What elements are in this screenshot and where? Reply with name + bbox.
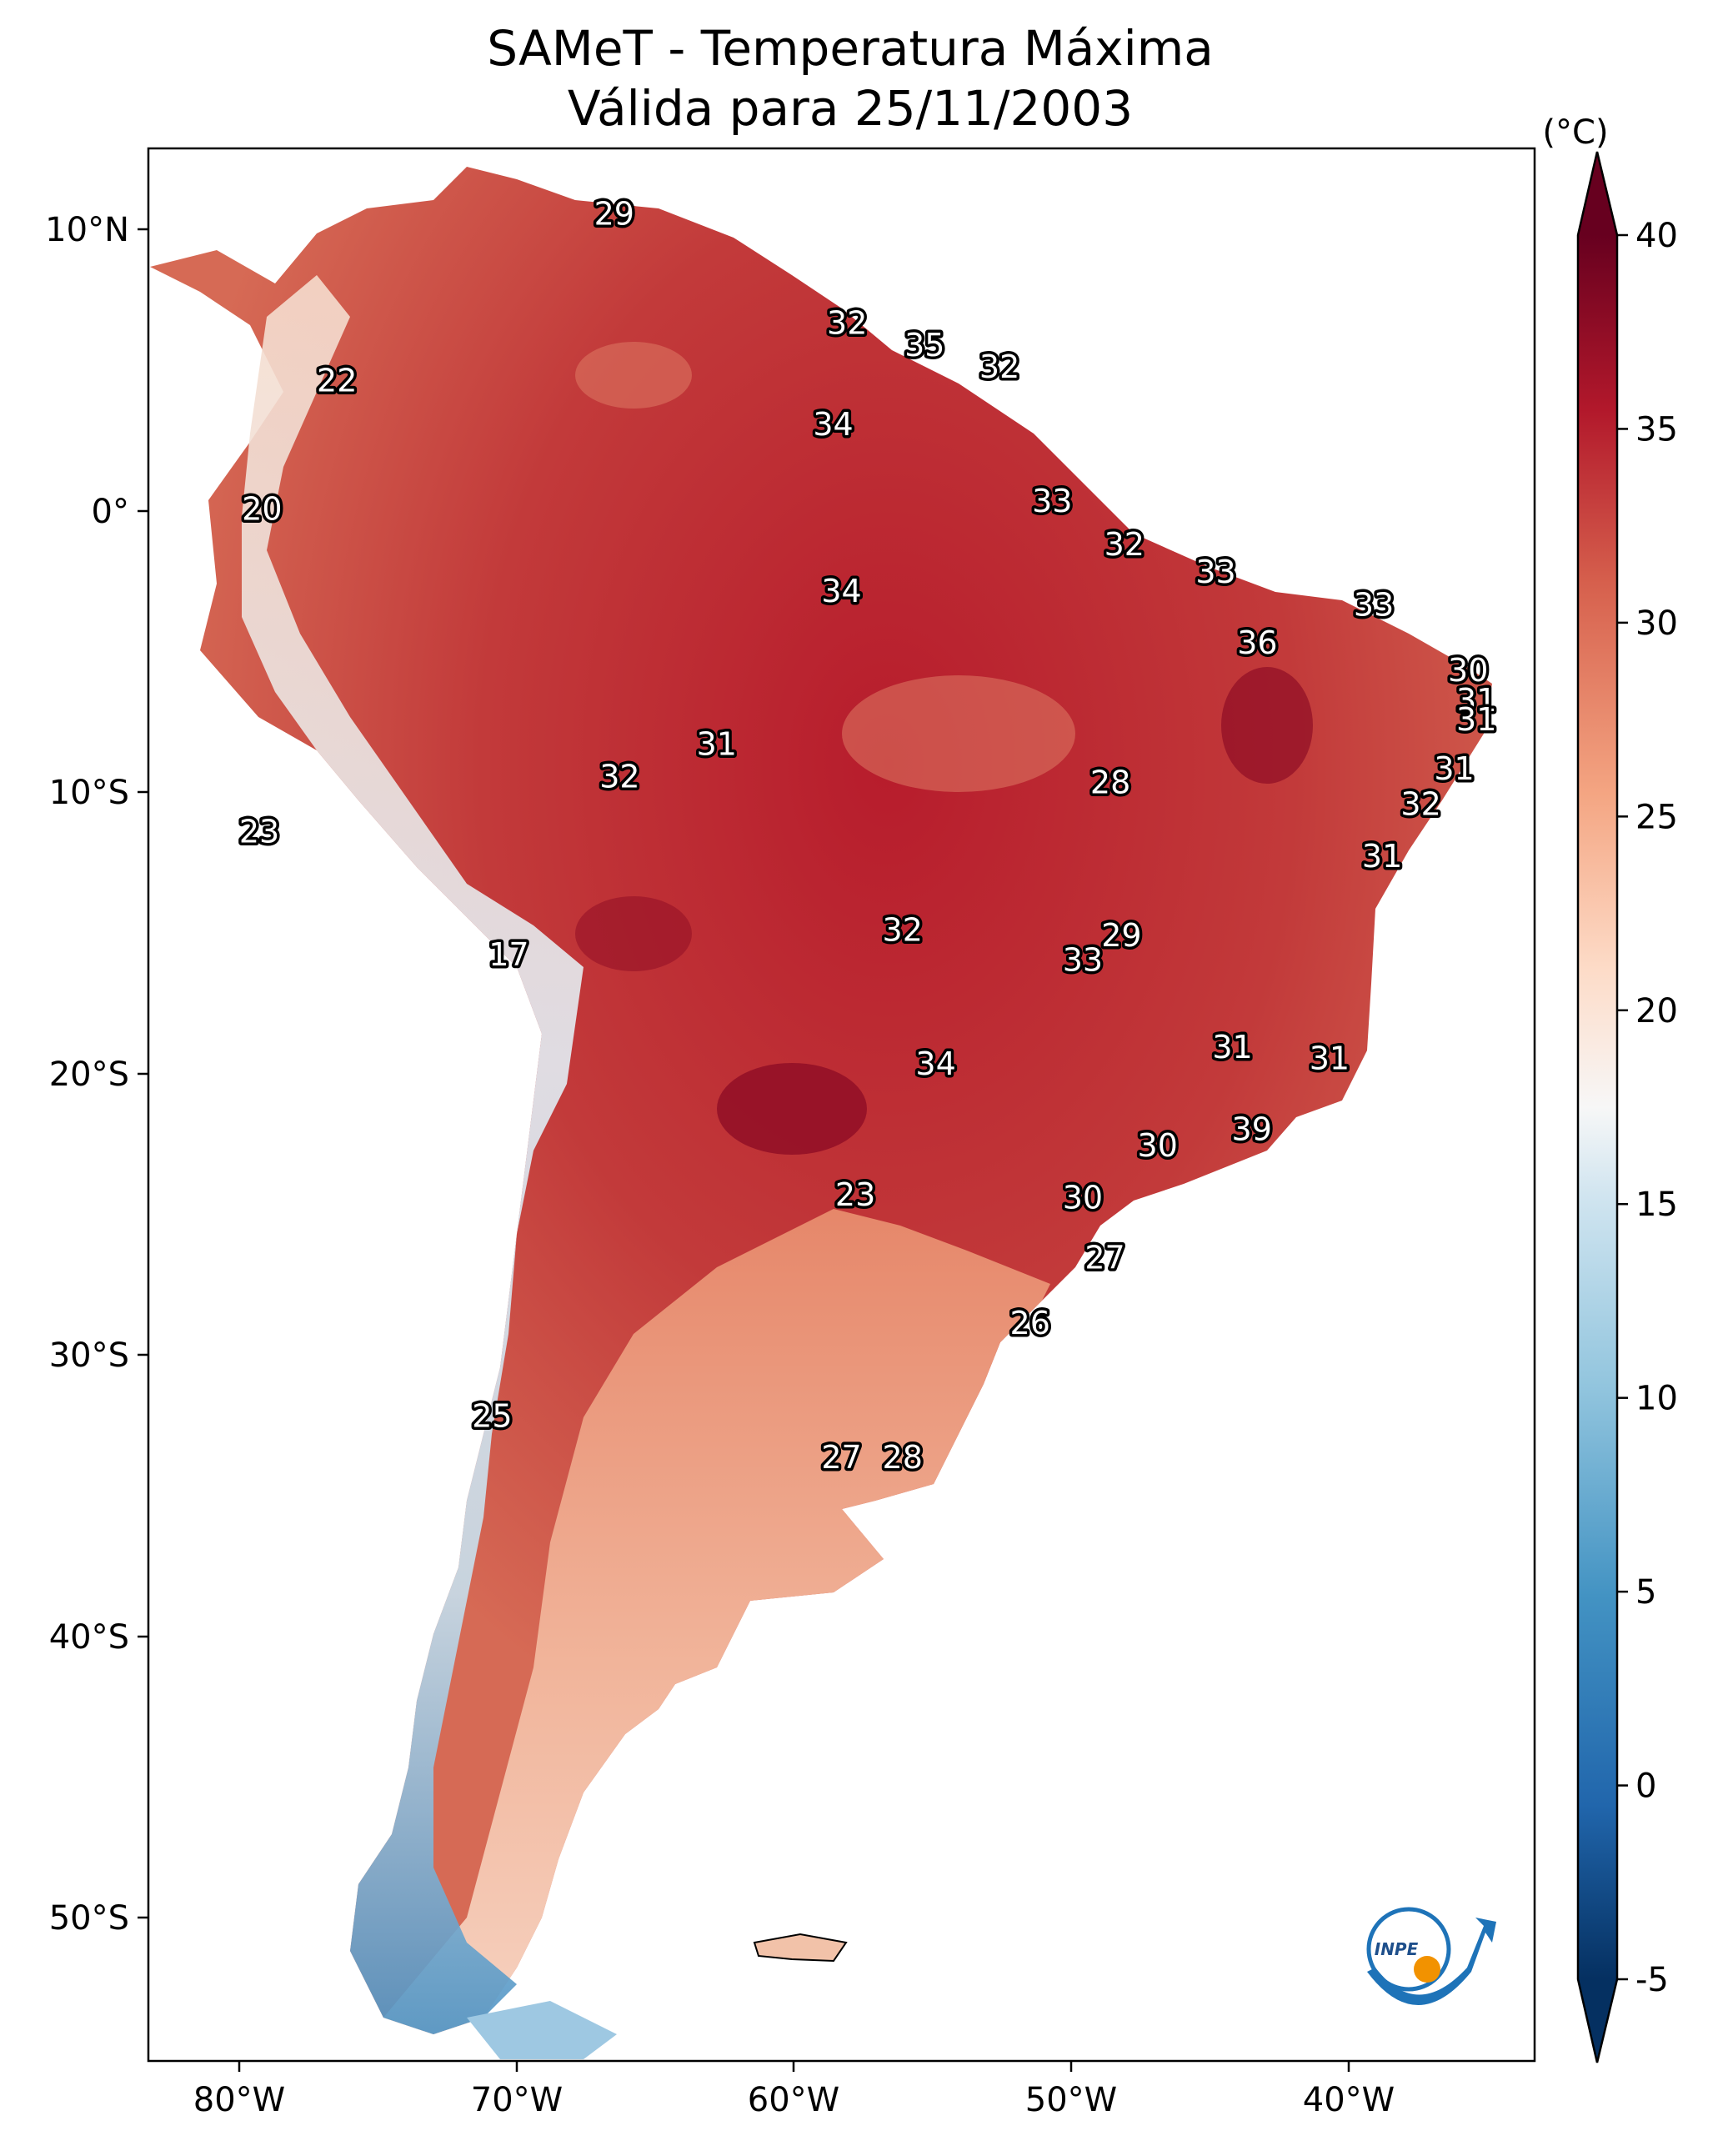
map-title: SAMeT - Temperatura Máxima Válida para 2… [150, 18, 1550, 138]
inpe-logo: INPE [1366, 1907, 1496, 2005]
longitude-axis: 80°W 70°W 60°W 50°W 40°W [193, 2061, 1395, 2119]
logo-globe-icon [1366, 1907, 1451, 1992]
temperature-label: 32 [883, 911, 923, 948]
temperature-label: 33 [1032, 483, 1072, 519]
temperature-label: 31 [1212, 1029, 1252, 1065]
tierra-del-fuego [467, 2001, 617, 2059]
lon-label-80w: 80°W [193, 2081, 285, 2119]
temperature-label: 27 [821, 1439, 861, 1476]
colorbar-tick-label: 40 [1635, 217, 1678, 255]
colorbar-unit: (°C) [1542, 113, 1608, 152]
andes-cold-strip [242, 275, 584, 2034]
temperature-label: 30 [1138, 1127, 1178, 1164]
lat-label-30s: 30°S [49, 1336, 129, 1375]
lat-label-10n: 10°N [45, 211, 129, 249]
cool-area-guiana-highlands [575, 342, 692, 409]
southern-cone-warm [383, 1209, 1050, 2034]
lon-label-40w: 40°W [1303, 2081, 1395, 2119]
lon-label-50w: 50°W [1025, 2081, 1117, 2119]
colorbar-tick-label: -5 [1635, 1961, 1669, 1999]
lat-label-0: 0° [92, 493, 129, 531]
temperature-label: 29 [594, 196, 634, 233]
lat-label-20s: 20°S [49, 1055, 129, 1094]
hot-spot-amazon [575, 896, 692, 971]
hot-spot-northeast [1221, 667, 1313, 784]
colorbar-tick-label: 25 [1635, 798, 1678, 836]
temperature-label: 32 [1400, 786, 1440, 823]
temperature-label: 28 [883, 1439, 923, 1476]
temperature-label: 31 [1362, 838, 1402, 875]
temperature-label: 25 [472, 1398, 512, 1435]
temperature-label: 30 [1063, 1179, 1103, 1216]
temperature-label: 23 [835, 1176, 875, 1213]
hot-spot-chaco [717, 1063, 867, 1155]
title-line-1: SAMeT - Temperatura Máxima [487, 20, 1214, 77]
temperature-label: 34 [813, 406, 853, 443]
temperature-label: 23 [239, 813, 279, 850]
cool-area-central-brazil [842, 675, 1075, 792]
temperature-label: 20 [242, 491, 282, 528]
temperature-label: 27 [1084, 1240, 1124, 1276]
temperature-label: 34 [915, 1045, 955, 1082]
colorbar-tick-label: 20 [1635, 992, 1678, 1030]
lon-label-60w: 60°W [748, 2081, 839, 2119]
title-line-2: Válida para 25/11/2003 [567, 80, 1134, 137]
temperature-label: 17 [488, 936, 528, 973]
temperature-label: 31 [697, 725, 737, 762]
temperature-label: 32 [827, 305, 867, 342]
temperature-label: 34 [821, 573, 861, 609]
temperature-label: 33 [1063, 941, 1103, 978]
colorbar-tick-label: 15 [1635, 1186, 1678, 1224]
temperature-label: 35 [904, 327, 944, 364]
temperature-label: 33 [1354, 586, 1394, 623]
temperature-label: 32 [979, 348, 1019, 385]
temperature-label: 39 [1232, 1111, 1272, 1148]
colorbar-gradient [1578, 235, 1617, 1979]
temperature-label: 32 [1104, 526, 1144, 563]
temperature-label: 33 [1195, 554, 1235, 590]
temperature-label: 22 [317, 363, 357, 399]
temperature-label: 31 [1456, 701, 1496, 738]
lat-label-40s: 40°S [49, 1618, 129, 1657]
logo-wordmark: INPE [1375, 1939, 1419, 1959]
colorbar-tick-label: 0 [1635, 1767, 1656, 1806]
temperature-label: 26 [1010, 1305, 1050, 1341]
falkland-islands [753, 1933, 848, 1963]
colorbar-tick-label: 10 [1635, 1380, 1678, 1418]
map-frame [147, 147, 1536, 2063]
temperature-label: 28 [1090, 764, 1130, 800]
temperature-label: 31 [1310, 1040, 1350, 1076]
logo-sun-icon [1414, 1956, 1440, 1983]
colorbar-tick-label: 30 [1635, 604, 1678, 643]
temperature-label: 36 [1237, 624, 1277, 661]
temperature-label: 30 [1448, 652, 1488, 689]
colorbar-tick-label: 5 [1635, 1573, 1656, 1612]
colorbar-extend-max [1578, 152, 1617, 235]
logo-swoosh-icon [1367, 1918, 1496, 2005]
map-area [150, 167, 1492, 2059]
colorbar-extend-min [1578, 1979, 1617, 2063]
latitude-axis: 10°N 0° 10°S 20°S 30°S 40°S 50°S [45, 211, 148, 1938]
lat-label-10s: 10°S [49, 774, 129, 812]
temperature-label: 31 [1456, 682, 1496, 719]
colorbar-tick-label: 35 [1635, 410, 1678, 449]
colorbar: 40 35 30 25 20 15 10 5 0 -5 (°C) [1542, 113, 1678, 2063]
lat-label-50s: 50°S [49, 1899, 129, 1938]
lon-label-70w: 70°W [471, 2081, 563, 2119]
temperature-label: 32 [599, 759, 639, 795]
temperature-label: 29 [1101, 917, 1141, 954]
temperature-label: 31 [1434, 750, 1474, 787]
colorbar-ticks: 40 35 30 25 20 15 10 5 0 -5 [1617, 217, 1678, 1999]
